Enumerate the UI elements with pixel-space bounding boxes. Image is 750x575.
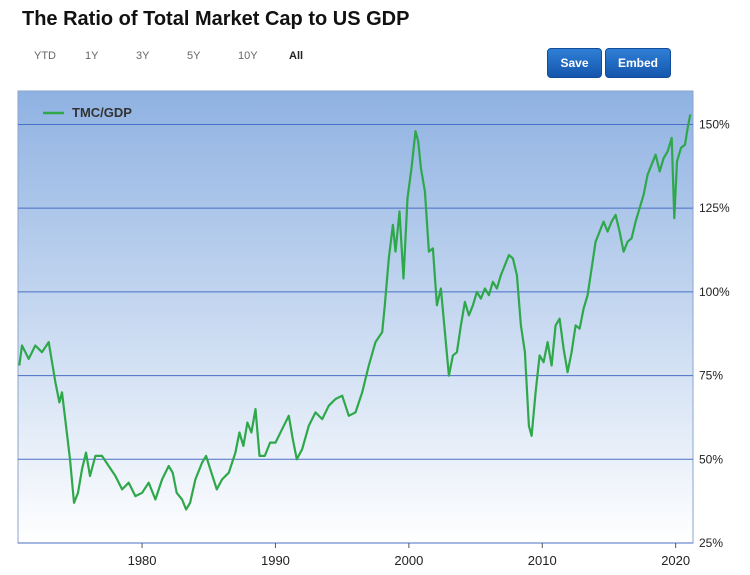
series-line-tmc-gdp	[18, 114, 692, 511]
save-button[interactable]: Save	[547, 48, 602, 78]
range-button-all[interactable]: All	[289, 50, 304, 62]
embed-button[interactable]: Embed	[605, 48, 671, 78]
range-button-ytd[interactable]: YTD	[34, 50, 56, 62]
x-tick-label: 1990	[261, 553, 290, 568]
range-button-3y[interactable]: 3Y	[136, 50, 150, 62]
y-tick-label: 75%	[699, 369, 723, 383]
y-tick-label: 50%	[699, 452, 723, 466]
range-button-10y[interactable]: 10Y	[238, 50, 258, 62]
plot-area	[17, 90, 694, 544]
range-button-1y[interactable]: 1Y	[85, 50, 99, 62]
range-selector: YTD 1Y 3Y 5Y 10Y All	[34, 50, 340, 62]
x-tick-label: 2020	[661, 553, 690, 568]
range-button-5y[interactable]: 5Y	[187, 50, 201, 62]
y-tick-label: 100%	[699, 285, 730, 299]
y-tick-label: 150%	[699, 117, 730, 131]
page-title: The Ratio of Total Market Cap to US GDP	[22, 8, 410, 30]
y-tick-label: 125%	[699, 201, 730, 215]
legend-label: TMC/GDP	[72, 105, 132, 120]
x-tick-label: 2000	[394, 553, 423, 568]
x-tick-label: 2010	[528, 553, 557, 568]
y-tick-label: 25%	[699, 536, 723, 550]
x-tick-label: 1980	[128, 553, 157, 568]
